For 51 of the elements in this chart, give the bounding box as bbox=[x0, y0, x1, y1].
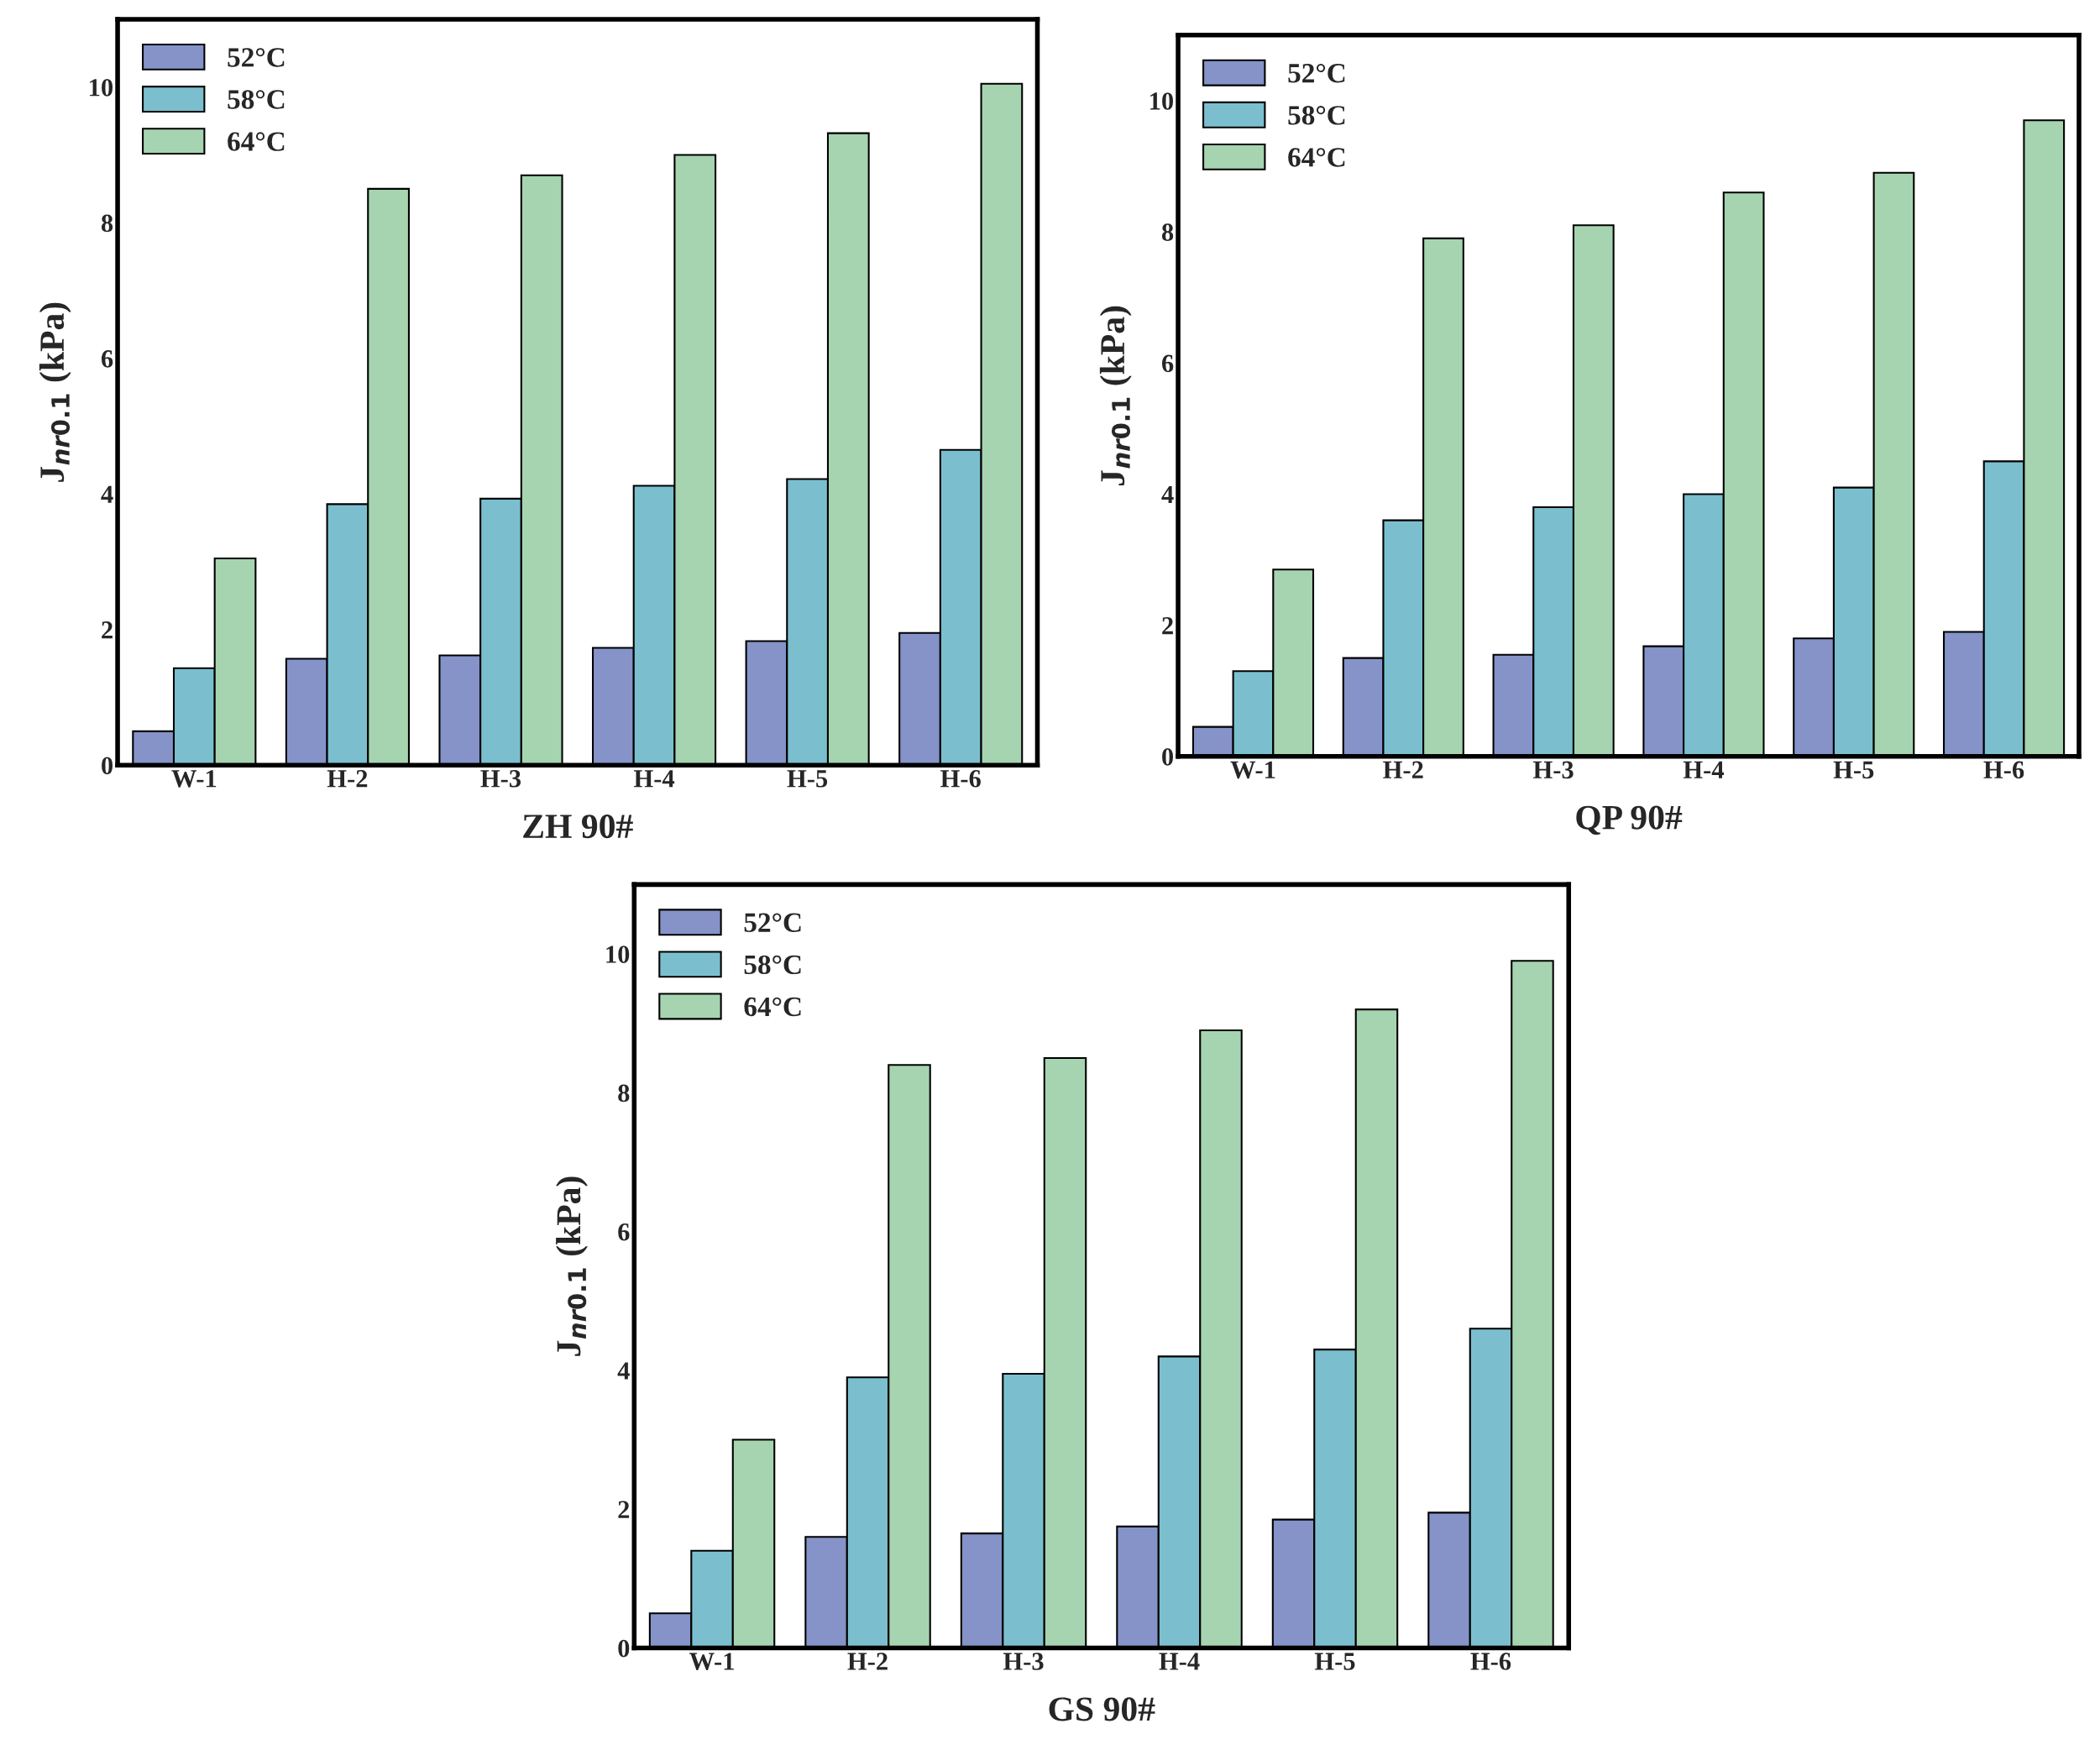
y-tick-label: 8 bbox=[1161, 223, 1174, 241]
x-tick-label: H-3 bbox=[1003, 1653, 1044, 1670]
x-tick-label: W-1 bbox=[1230, 761, 1275, 779]
y-axis-title: J$_{nr0.1}$ (kPa) bbox=[39, 302, 71, 482]
y-tick-label: 4 bbox=[1161, 485, 1174, 504]
legend-label: 58°C bbox=[228, 90, 285, 109]
x-tick-label: H-6 bbox=[1983, 761, 2024, 779]
x-tick-label: H-6 bbox=[940, 770, 981, 788]
y-tick-label: 4 bbox=[101, 485, 113, 503]
legend-label: 52°C bbox=[228, 48, 285, 67]
y-tick-label: 10 bbox=[90, 79, 113, 97]
x-tick-label: H-5 bbox=[1833, 761, 1874, 779]
legend-label: 58°C bbox=[744, 955, 801, 975]
y-tick-label: 0 bbox=[618, 1639, 630, 1658]
x-tick-label: H-2 bbox=[1383, 761, 1423, 778]
y-tick-label: 4 bbox=[617, 1362, 630, 1380]
y-tick-label: 0 bbox=[102, 757, 113, 775]
x-tick-label: H-3 bbox=[480, 770, 521, 788]
legend-label: 64°C bbox=[1288, 148, 1345, 167]
y-tick-label: 2 bbox=[1162, 616, 1173, 635]
x-tick-label: H-5 bbox=[1314, 1653, 1355, 1670]
legend-label: 64°C bbox=[228, 132, 285, 151]
y-axis-title: J$_{nr0.1}$ (kPa) bbox=[556, 1176, 588, 1356]
y-tick-label: 10 bbox=[1150, 92, 1174, 110]
y-tick-label: 2 bbox=[102, 621, 113, 639]
x-tick-label: H-4 bbox=[633, 770, 675, 788]
x-tick-label: W-1 bbox=[689, 1653, 734, 1671]
y-tick-label: 8 bbox=[101, 214, 113, 233]
y-tick-label: 6 bbox=[1161, 354, 1174, 373]
y-tick-label: 8 bbox=[618, 1084, 630, 1103]
x-tick-label: H-3 bbox=[1533, 761, 1574, 779]
y-axis-title: J$_{nr0.1}$ (kPa) bbox=[1099, 306, 1132, 485]
x-tick-label: W-1 bbox=[171, 770, 217, 788]
legend-label: 58°C bbox=[1288, 106, 1345, 125]
y-tick-label: 6 bbox=[618, 1223, 630, 1241]
x-tick-label: H-5 bbox=[787, 770, 828, 788]
x-tick-label: H-4 bbox=[1159, 1653, 1200, 1670]
x-tick-label: H-6 bbox=[1470, 1653, 1511, 1670]
x-axis-title: QP 90# bbox=[1576, 805, 1683, 836]
y-tick-label: 10 bbox=[606, 946, 630, 963]
y-tick-label: 0 bbox=[1162, 748, 1174, 766]
y-tick-label: 2 bbox=[618, 1501, 630, 1518]
x-axis-title: GS 90# bbox=[1049, 1697, 1155, 1721]
x-tick-label: H-4 bbox=[1683, 761, 1724, 778]
x-tick-label: H-2 bbox=[847, 1653, 888, 1670]
legend-label: 52°C bbox=[744, 913, 801, 933]
legend-label: 52°C bbox=[1288, 63, 1345, 83]
x-axis-title: ZH 90# bbox=[523, 815, 633, 839]
x-tick-label: H-2 bbox=[327, 770, 368, 788]
y-tick-label: 6 bbox=[101, 350, 113, 368]
legend-label: 64°C bbox=[744, 997, 801, 1017]
